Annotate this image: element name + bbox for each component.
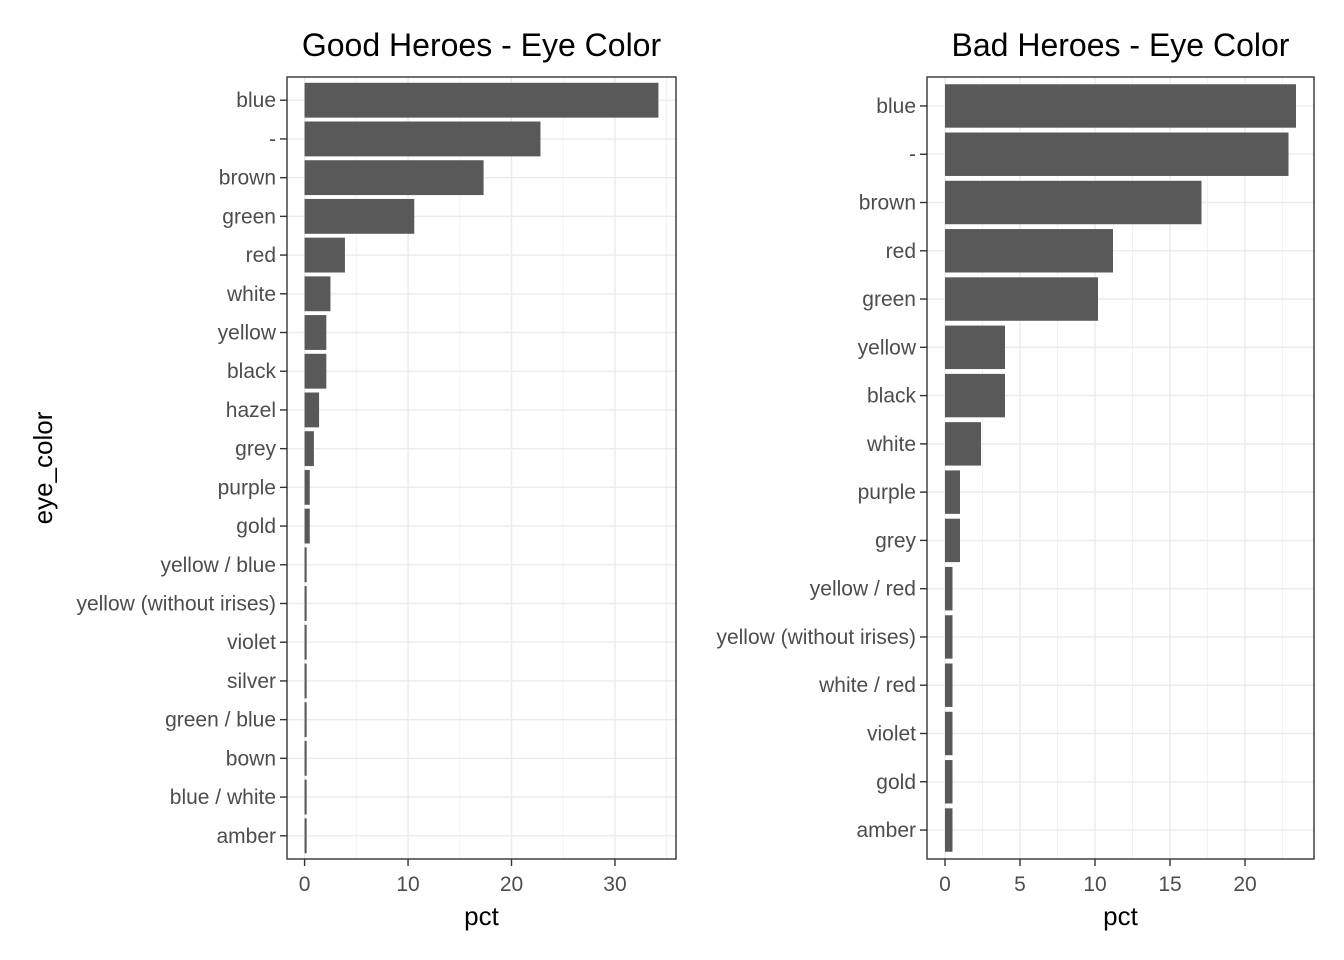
y-tick-label: gold	[876, 771, 916, 794]
y-tick-label: hazel	[226, 399, 276, 422]
bar-blue-white	[304, 779, 307, 815]
panel-border	[926, 76, 1315, 860]
bar-bown	[304, 740, 307, 776]
y-tick-label: amber	[216, 825, 276, 848]
bar-purple	[304, 469, 310, 505]
bar-grey	[304, 431, 314, 467]
bar-white	[304, 276, 331, 312]
y-tick-label: yellow	[218, 322, 277, 345]
y-tick-label: yellow (without irises)	[716, 626, 916, 649]
bad-heroes-chart: Bad Heroes - Eye Color pct blue - brown red…	[716, 27, 1315, 931]
bar-yellow-without-irises	[945, 615, 953, 659]
y-tick-label: amber	[856, 819, 916, 842]
y-tick-label: green	[222, 205, 276, 228]
bar-gold	[304, 508, 310, 544]
x-tick-label: 0	[299, 873, 311, 896]
bar-black	[945, 373, 1005, 418]
x-tick-label: 0	[939, 873, 951, 896]
bar-yellow	[304, 315, 327, 350]
y-tick-label: blue	[876, 95, 916, 118]
y-tick-label: grey	[875, 529, 916, 552]
y-tick-label: brown	[219, 167, 276, 190]
y-tick-label: -	[269, 128, 276, 151]
bar-green	[945, 277, 1098, 321]
bar-amber	[945, 808, 953, 852]
bar-purple	[945, 470, 960, 514]
y-tick-label: brown	[859, 192, 916, 215]
y-tick-label: yellow / blue	[160, 554, 276, 577]
chart-title: Good Heroes - Eye Color	[302, 27, 662, 63]
y-tick-label: -	[909, 143, 916, 166]
y-tick-label: yellow	[858, 336, 917, 359]
bar-silver	[304, 663, 307, 699]
bar-	[304, 121, 541, 157]
y-tick-label: silver	[227, 670, 276, 693]
bar-brown	[304, 160, 484, 196]
bar-	[945, 132, 1289, 176]
bar-amber	[304, 818, 307, 854]
good-heroes-chart: Good Heroes - Eye Color pct eye_color bl…	[28, 27, 677, 931]
y-tick-label: white / red	[818, 674, 916, 697]
bar-yellow-red	[945, 566, 953, 611]
y-tick-label: blue	[236, 89, 276, 112]
y-tick-label: black	[867, 385, 917, 408]
x-tick-label: 15	[1158, 873, 1181, 896]
bar-white	[945, 422, 981, 466]
y-tick-label: green	[862, 288, 916, 311]
bar-green-blue	[304, 702, 307, 738]
bar-red	[945, 229, 1113, 273]
bar-red	[304, 237, 345, 273]
y-tick-label: yellow / red	[810, 578, 916, 601]
bar-brown	[945, 180, 1202, 225]
chart-title: Bad Heroes - Eye Color	[952, 27, 1290, 63]
bar-white-red	[945, 663, 953, 707]
panel-border	[286, 76, 677, 860]
bar-violet	[304, 624, 307, 660]
x-axis-title: pct	[464, 901, 499, 931]
y-tick-label: gold	[236, 515, 276, 538]
y-tick-label: white	[866, 433, 916, 456]
bar-violet	[945, 711, 953, 756]
y-tick-label: yellow (without irises)	[76, 592, 276, 615]
bar-blue	[945, 84, 1296, 128]
y-tick-label: purple	[858, 481, 916, 504]
y-tick-label: blue / white	[170, 786, 276, 809]
y-tick-label: green / blue	[165, 709, 276, 732]
x-tick-label: 10	[1083, 873, 1106, 896]
y-axis-title: eye_color	[28, 411, 58, 524]
x-axis-title: pct	[1103, 901, 1138, 931]
y-tick-label: black	[227, 360, 277, 383]
bar-green	[304, 198, 415, 234]
y-tick-label: bown	[226, 747, 276, 770]
bar-black	[304, 353, 327, 389]
bar-blue	[304, 82, 659, 118]
x-tick-label: 20	[1233, 873, 1256, 896]
y-tick-label: white	[226, 283, 276, 306]
bar-yellow	[945, 325, 1005, 370]
y-tick-label: violet	[867, 722, 916, 745]
y-tick-label: purple	[218, 476, 276, 499]
x-tick-label: 20	[500, 873, 523, 896]
y-tick-label: red	[886, 240, 916, 263]
y-tick-label: grey	[235, 438, 276, 461]
bar-yellow-blue	[304, 547, 307, 583]
bar-grey	[945, 518, 960, 563]
bar-hazel	[304, 392, 320, 428]
y-tick-label: violet	[227, 631, 276, 654]
y-tick-label: red	[246, 244, 276, 267]
bar-yellow-without-irises	[304, 586, 307, 621]
x-tick-label: 5	[1014, 873, 1026, 896]
bar-gold	[945, 760, 953, 804]
x-tick-label: 30	[603, 873, 626, 896]
x-tick-label: 10	[396, 873, 419, 896]
